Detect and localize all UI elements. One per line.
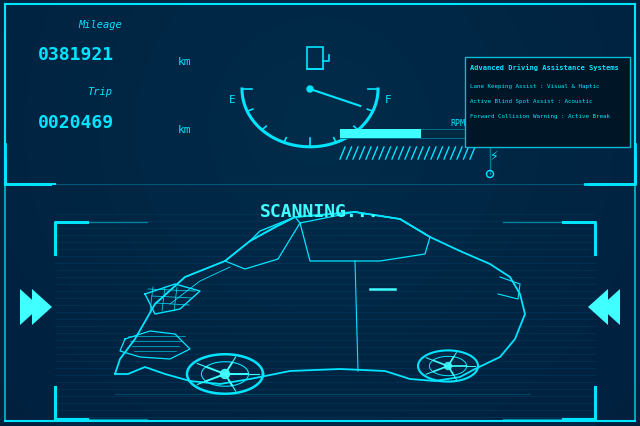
Text: RPM: RPM [450, 119, 465, 128]
Text: km: km [178, 57, 191, 67]
Bar [465, 58, 630, 148]
Polygon shape [600, 289, 620, 325]
Text: ⚡: ⚡ [490, 149, 499, 162]
Text: Trip: Trip [88, 87, 113, 97]
Text: Active Blind Spot Assist : Acoustic: Active Blind Spot Assist : Acoustic [470, 99, 593, 104]
Text: F: F [385, 95, 392, 105]
Text: Mileage: Mileage [78, 20, 122, 30]
Circle shape [307, 87, 313, 93]
Polygon shape [588, 289, 608, 325]
Text: 0381921: 0381921 [38, 46, 114, 64]
Circle shape [445, 363, 451, 370]
Text: E: E [228, 95, 236, 105]
Text: SCANNING...: SCANNING... [260, 202, 380, 221]
Polygon shape [32, 289, 52, 325]
Bar [307, 48, 323, 70]
Text: Lane Keeping Assist : Visual & Haptic: Lane Keeping Assist : Visual & Haptic [470, 84, 600, 89]
Circle shape [221, 370, 230, 379]
Polygon shape [20, 289, 40, 325]
Bar [340, 130, 420, 139]
Text: Advanced Driving Assistance Systems: Advanced Driving Assistance Systems [470, 64, 619, 71]
Text: km: km [178, 125, 191, 135]
Text: 0020469: 0020469 [38, 114, 114, 132]
Text: Forward Collision Warning : Active Break: Forward Collision Warning : Active Break [470, 114, 610, 119]
Bar [340, 130, 470, 139]
